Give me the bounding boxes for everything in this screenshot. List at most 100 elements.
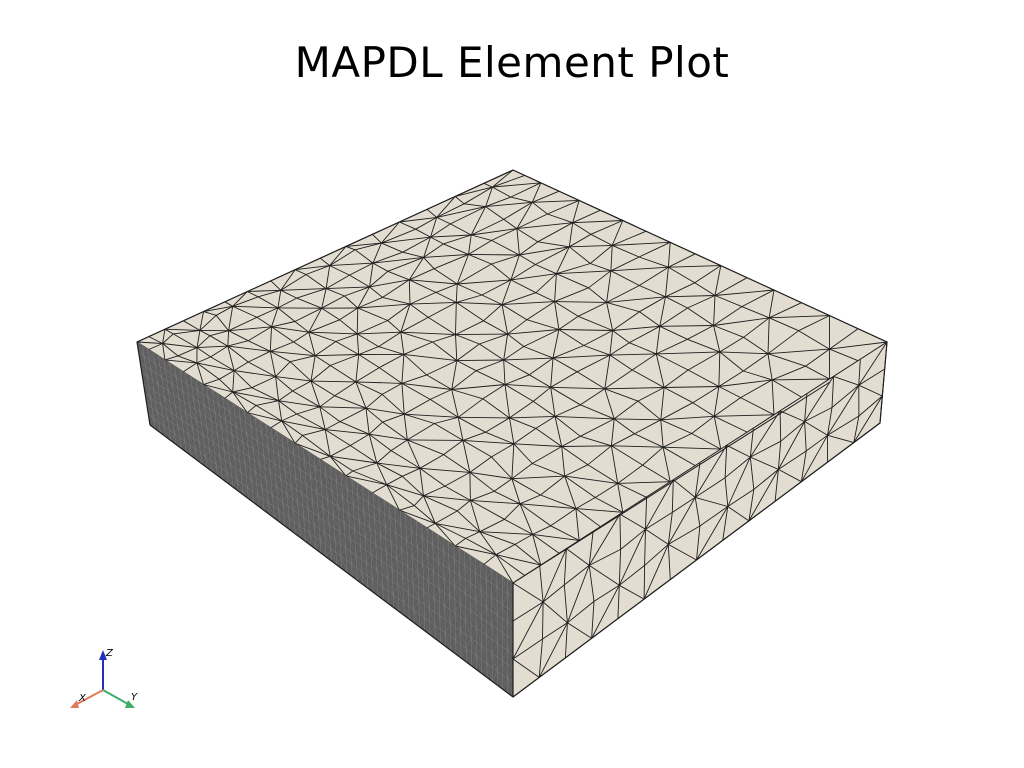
mesh-edge bbox=[213, 434, 218, 443]
mesh-edge bbox=[278, 400, 297, 415]
mesh-edge bbox=[458, 416, 510, 419]
mesh-edge bbox=[406, 530, 412, 541]
mesh-edge bbox=[343, 510, 349, 515]
mesh-edge bbox=[248, 340, 271, 352]
mesh-edge bbox=[265, 479, 268, 492]
mesh-edge bbox=[280, 478, 282, 491]
mesh-edge bbox=[727, 489, 755, 507]
mesh-edge bbox=[370, 553, 378, 571]
mesh-edge bbox=[457, 398, 484, 418]
mesh-edge bbox=[177, 387, 183, 392]
mesh-edge bbox=[512, 601, 544, 622]
mesh-edge bbox=[233, 445, 239, 450]
mesh-edge bbox=[554, 416, 581, 437]
mesh-edge bbox=[492, 671, 498, 682]
mesh-edge bbox=[248, 448, 254, 457]
mesh-edge bbox=[166, 380, 173, 385]
mesh-edge bbox=[150, 369, 158, 385]
mesh-edge bbox=[292, 441, 294, 454]
mesh-edge bbox=[357, 307, 388, 321]
mesh-edge bbox=[400, 303, 411, 333]
mesh-edge bbox=[198, 441, 201, 453]
mesh-edge bbox=[349, 538, 351, 552]
mesh-edge bbox=[481, 603, 487, 608]
mesh-edge bbox=[470, 583, 477, 601]
mesh-edge bbox=[470, 638, 477, 643]
mesh-edge bbox=[486, 593, 492, 598]
mesh-edge bbox=[339, 531, 341, 544]
mesh-edge bbox=[456, 254, 469, 285]
mesh-edge bbox=[590, 220, 623, 235]
mesh-edge bbox=[248, 350, 271, 363]
mesh-edge bbox=[413, 609, 415, 624]
mesh-edge bbox=[355, 381, 402, 384]
mesh-edge bbox=[588, 548, 621, 566]
mesh-edge bbox=[779, 393, 808, 412]
mesh-edge bbox=[376, 570, 378, 584]
mesh-edge bbox=[502, 590, 508, 594]
mesh-edge bbox=[592, 513, 621, 532]
mesh-edge bbox=[333, 515, 335, 528]
mesh-edge bbox=[215, 464, 222, 469]
mesh-edge bbox=[475, 359, 504, 372]
mesh-edge bbox=[660, 419, 692, 434]
mesh-edge bbox=[668, 544, 697, 561]
mesh-edge bbox=[321, 483, 328, 500]
mesh-edge bbox=[429, 399, 459, 418]
mesh-edge bbox=[417, 547, 424, 565]
mesh-edge bbox=[167, 419, 175, 434]
mesh-edge bbox=[501, 301, 555, 305]
mesh-edge bbox=[200, 412, 207, 428]
mesh-edge bbox=[310, 476, 312, 489]
mesh-edge bbox=[507, 582, 513, 594]
mesh-edge bbox=[178, 398, 181, 410]
mesh-edge bbox=[547, 199, 580, 215]
mesh-edge bbox=[273, 451, 275, 464]
mesh-edge bbox=[196, 330, 201, 348]
mesh-edge bbox=[393, 594, 399, 599]
mesh-edge bbox=[355, 354, 360, 382]
mesh-edge bbox=[496, 614, 503, 619]
mesh-edge bbox=[580, 435, 612, 447]
mesh-edge bbox=[563, 584, 568, 623]
mesh-edge bbox=[634, 433, 664, 448]
mesh-edge bbox=[322, 508, 324, 521]
mesh-edge bbox=[491, 254, 520, 265]
mesh-edge bbox=[169, 362, 175, 367]
mesh-edge bbox=[337, 494, 343, 498]
mesh-edge bbox=[235, 426, 238, 439]
mesh-edge bbox=[182, 391, 189, 395]
mesh-edge bbox=[162, 415, 168, 420]
mesh-edge bbox=[408, 592, 414, 597]
mesh-edge bbox=[435, 510, 458, 524]
mesh-edge bbox=[277, 307, 296, 322]
mesh-edge bbox=[687, 369, 720, 387]
mesh-edge bbox=[368, 434, 378, 464]
mesh-edge bbox=[655, 326, 661, 354]
mesh-edge bbox=[232, 387, 252, 393]
mesh-edge bbox=[319, 406, 326, 430]
mesh-edge bbox=[342, 497, 349, 514]
mesh-edge bbox=[576, 354, 611, 373]
mesh-edge bbox=[372, 242, 382, 264]
mesh-edge bbox=[225, 460, 231, 465]
mesh-edge bbox=[298, 457, 301, 470]
mesh-edge bbox=[449, 595, 456, 614]
mesh-edge bbox=[395, 533, 402, 551]
mesh-edge bbox=[232, 291, 248, 307]
mesh-edge bbox=[417, 537, 423, 548]
mesh-edge bbox=[353, 504, 355, 518]
mesh-edge bbox=[238, 441, 243, 450]
mesh-edge bbox=[185, 372, 187, 384]
mesh-edge bbox=[419, 468, 424, 496]
mesh-edge bbox=[196, 335, 211, 348]
mesh-edge bbox=[219, 456, 226, 462]
mesh-edge bbox=[502, 622, 508, 633]
mesh-edge bbox=[449, 586, 455, 597]
mesh-edge bbox=[569, 246, 591, 264]
mesh-edge bbox=[587, 464, 618, 484]
mesh-edge bbox=[274, 463, 280, 468]
mesh-edge bbox=[374, 518, 381, 523]
mesh-edge bbox=[320, 471, 326, 475]
